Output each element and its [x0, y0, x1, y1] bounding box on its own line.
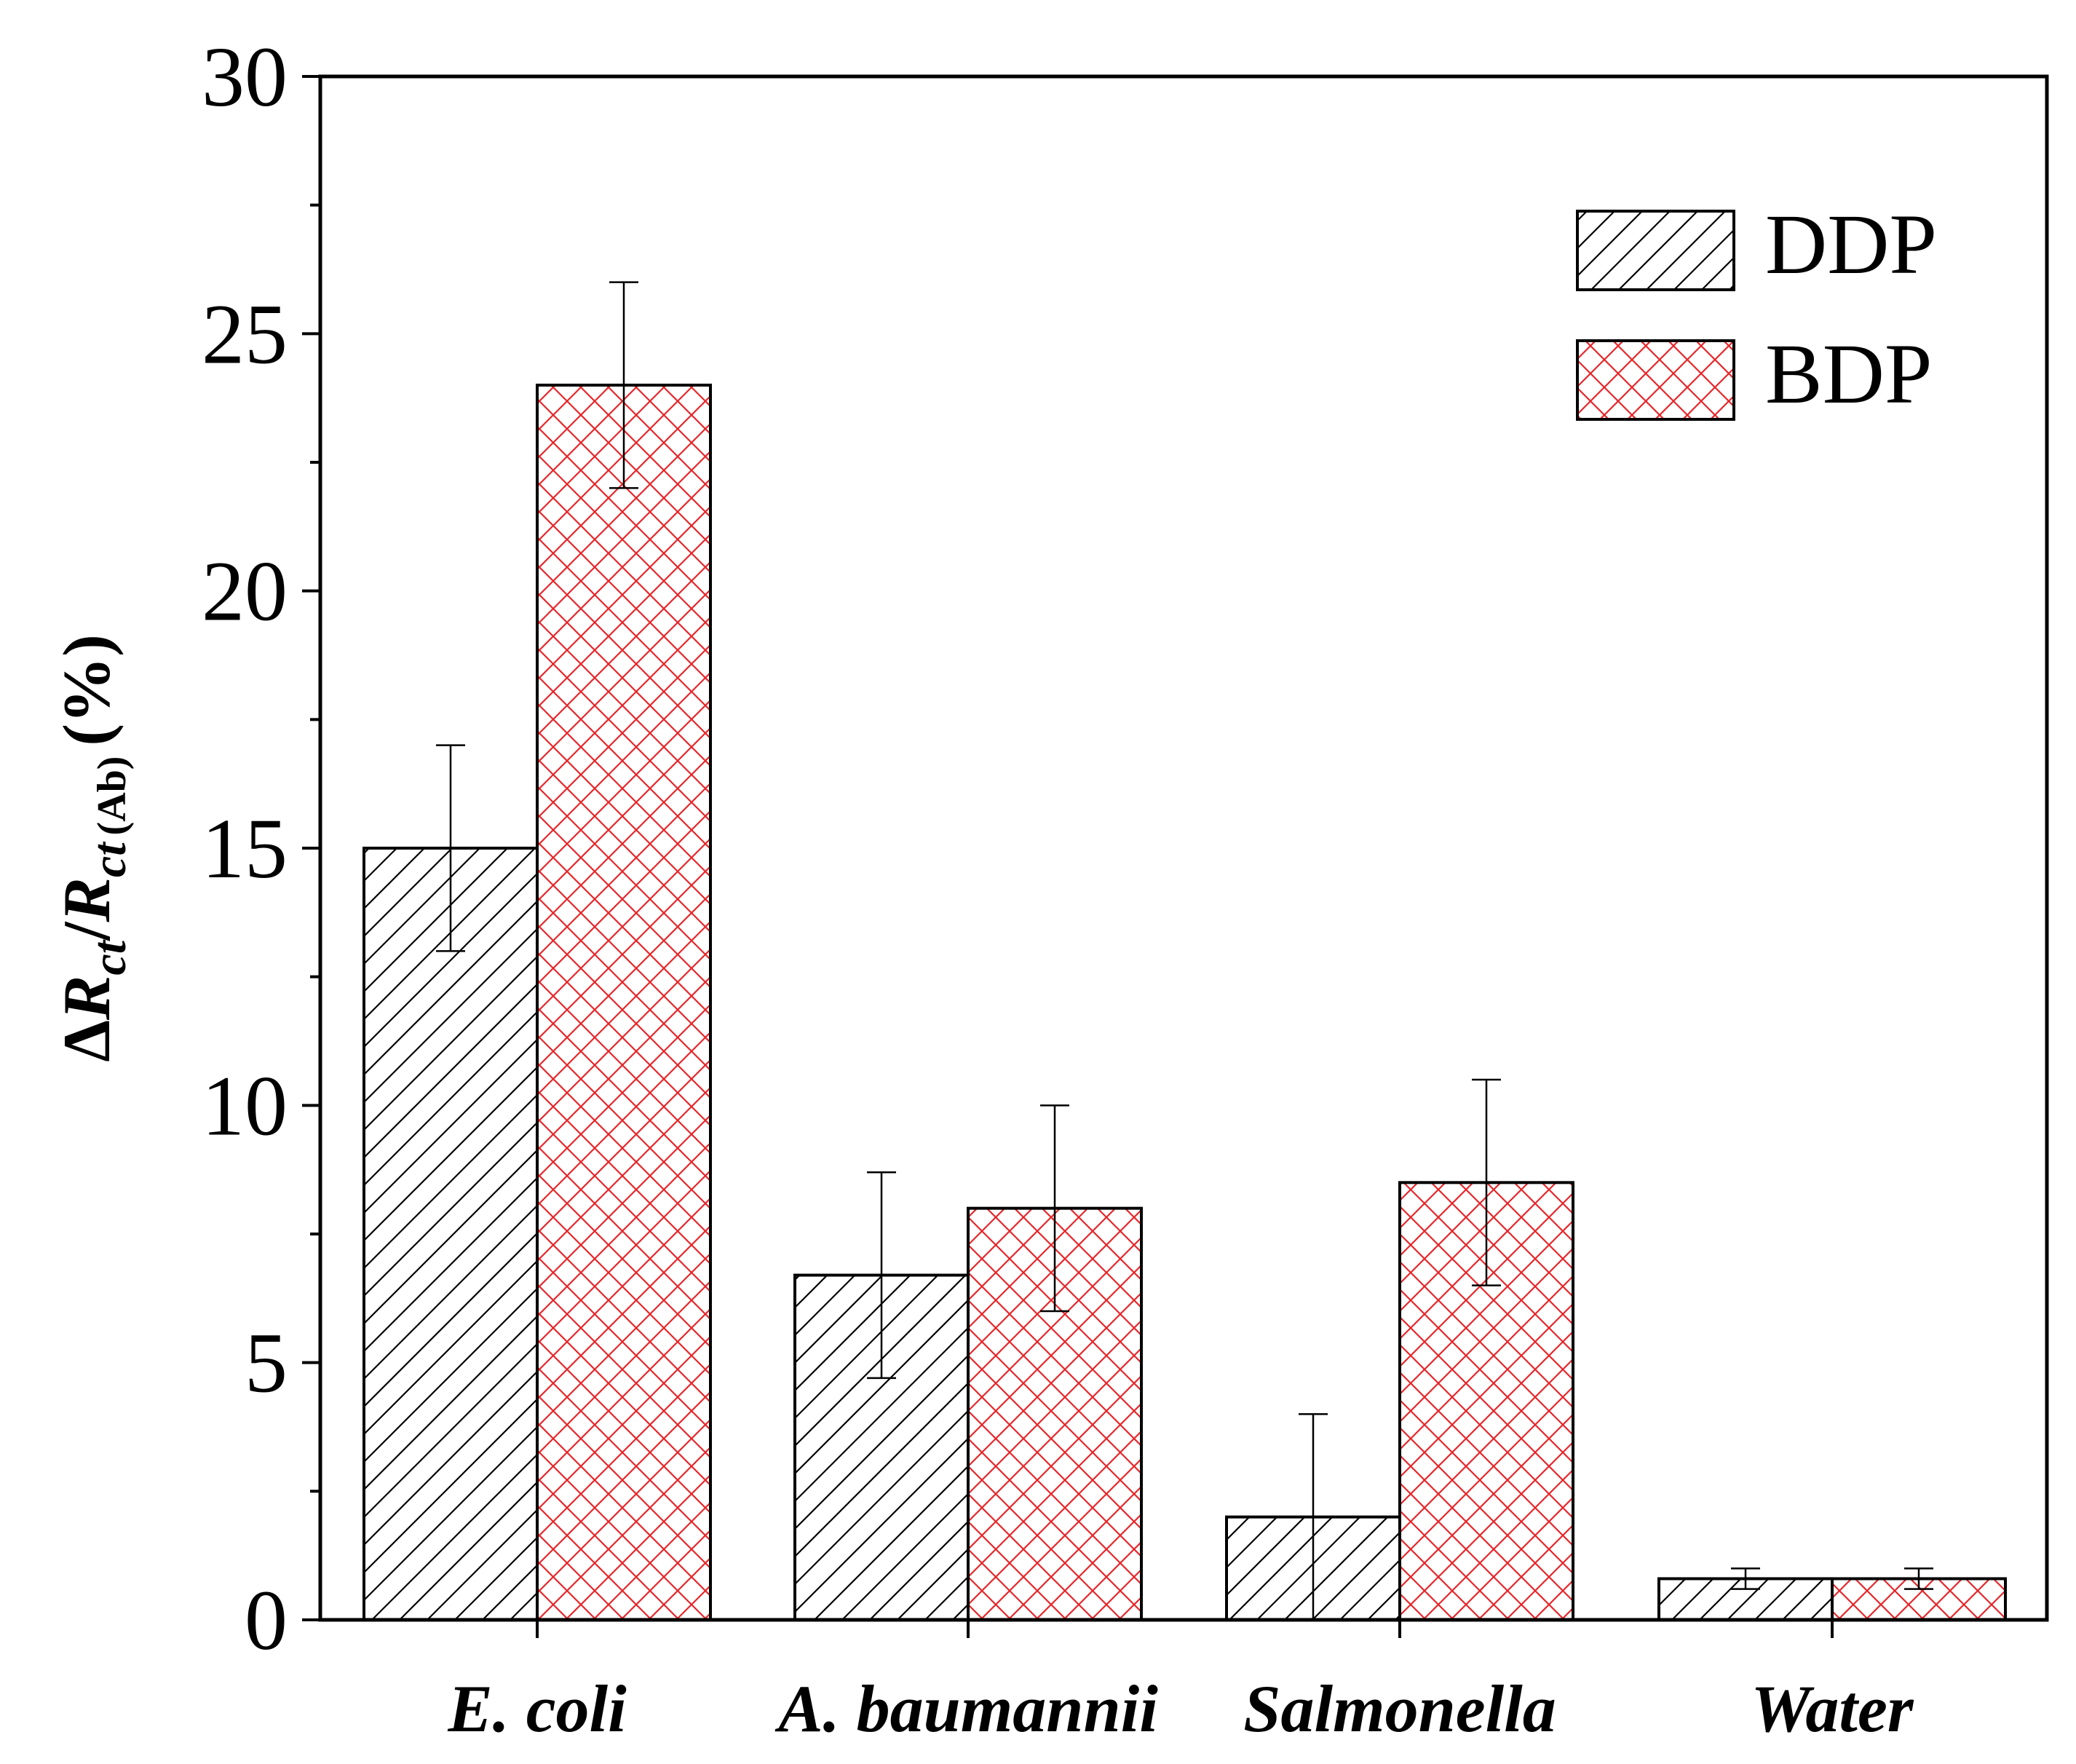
y-tick-label: 25 [202, 286, 288, 381]
y-tick-label: 20 [202, 544, 288, 639]
y-label-sub2: ct [83, 842, 136, 877]
legend-swatch-bdp [1576, 339, 1735, 421]
x-tick-label: A. baumannii [774, 1672, 1158, 1746]
x-tick-label: Salmonella [1243, 1672, 1556, 1746]
y-label-r2: R [49, 877, 124, 922]
y-label-sub1: ct [83, 939, 136, 975]
bars-layer [362, 384, 2007, 1622]
error-bar-bdp-water [1904, 1567, 1933, 1590]
y-label-delta: Δ [49, 1020, 124, 1062]
error-bar-bdp-e-coli [609, 281, 638, 489]
y-label-sub3: (Ab) [90, 756, 135, 836]
y-tick-label: 0 [245, 1573, 288, 1668]
error-bar-bdp-salmonella [1472, 1078, 1501, 1286]
y-axis-title: ΔRct/Rct(Ab)(%) [49, 634, 136, 1061]
x-tick-label: Water [1751, 1672, 1914, 1746]
error-bar-bdp-a-baumannii [1040, 1104, 1069, 1313]
y-tick-label: 5 [245, 1316, 288, 1411]
legend-label-bdp: BDP [1765, 326, 1933, 422]
y-tick-label: 30 [202, 29, 288, 124]
x-tick-label: E. coli [447, 1672, 627, 1746]
y-label-slash: / [49, 921, 124, 941]
error-bar-ddp-e-coli [436, 744, 465, 952]
error-bar-ddp-water [1731, 1567, 1760, 1590]
y-tick-label: 15 [202, 801, 288, 896]
y-tick-label: 10 [202, 1058, 288, 1153]
legend-label-ddp: DDP [1765, 197, 1937, 292]
y-label-r1: R [49, 976, 124, 1021]
y-label-unit: (%) [49, 634, 124, 745]
error-bars-layer [436, 281, 1933, 1621]
bar-ddp-e-coli [362, 847, 539, 1621]
error-bar-ddp-a-baumannii [867, 1171, 896, 1380]
bar-bdp-e-coli [536, 384, 712, 1621]
legend-swatch-ddp [1576, 210, 1735, 291]
legend: DDP BDP [1576, 197, 1937, 422]
y-axis-ticks: 0 5 10 15 20 25 30 [202, 29, 320, 1668]
x-axis-ticks: E. coli A. baumannii Salmonella Water [447, 1620, 1914, 1746]
